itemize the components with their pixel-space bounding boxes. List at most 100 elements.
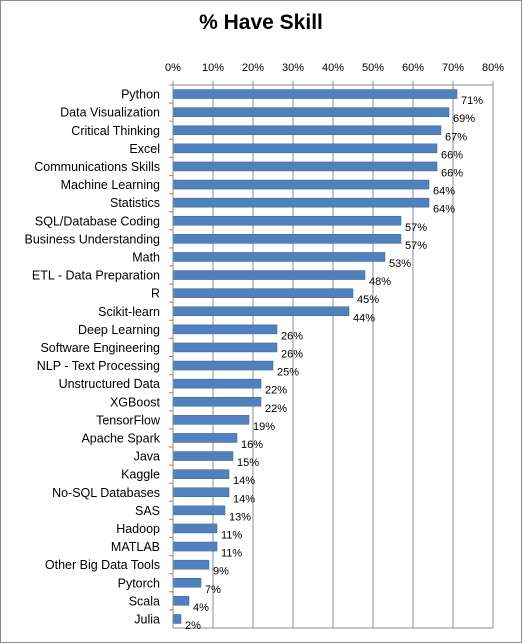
data-label: 26% bbox=[281, 330, 303, 342]
bar bbox=[172, 143, 438, 154]
data-label: 9% bbox=[213, 566, 229, 578]
bar bbox=[172, 288, 354, 298]
category-label: SQL/Database Coding bbox=[35, 214, 160, 228]
category-label: Kaggle bbox=[121, 468, 160, 482]
data-label: 19% bbox=[253, 421, 275, 433]
chart-title: % Have Skill bbox=[199, 11, 323, 34]
data-label: 57% bbox=[405, 222, 427, 234]
bar bbox=[172, 396, 262, 407]
bar bbox=[172, 487, 230, 498]
data-label: 14% bbox=[233, 475, 255, 487]
bar bbox=[172, 234, 402, 244]
category-label: Scikit-learn bbox=[98, 305, 160, 319]
category-label: TensorFlow bbox=[96, 413, 161, 427]
category-label: Software Engineering bbox=[40, 341, 160, 355]
data-label: 25% bbox=[277, 367, 299, 379]
bar bbox=[172, 523, 218, 534]
category-label: Communications Skills bbox=[34, 160, 160, 174]
bar bbox=[172, 270, 366, 280]
bar bbox=[172, 107, 450, 117]
bar bbox=[172, 596, 190, 606]
data-label: 44% bbox=[353, 312, 375, 324]
category-label: Other Big Data Tools bbox=[45, 558, 160, 572]
category-label: Business Understanding bbox=[25, 232, 161, 246]
x-tick-label: 60% bbox=[402, 62, 424, 74]
data-label: 11% bbox=[221, 529, 242, 541]
data-label: 11% bbox=[221, 548, 242, 560]
bar bbox=[172, 197, 430, 208]
category-label: MATLAB bbox=[111, 540, 160, 554]
bar bbox=[172, 378, 262, 389]
data-label: 7% bbox=[205, 584, 221, 596]
bar bbox=[172, 89, 458, 99]
bar bbox=[172, 252, 386, 262]
x-tick-label: 80% bbox=[482, 62, 504, 74]
data-label: 45% bbox=[357, 294, 379, 306]
category-label: Java bbox=[134, 450, 160, 464]
x-tick-label: 50% bbox=[362, 62, 384, 74]
category-label: Pytorch bbox=[118, 576, 160, 590]
category-label: Unstructured Data bbox=[59, 377, 160, 391]
bar bbox=[172, 559, 210, 570]
category-label: Apache Spark bbox=[81, 431, 160, 445]
bar bbox=[172, 451, 234, 461]
category-label: Statistics bbox=[110, 196, 160, 210]
x-tick-label: 0% bbox=[165, 62, 181, 74]
category-label: Machine Learning bbox=[61, 178, 160, 192]
category-label: R bbox=[151, 287, 160, 301]
bar bbox=[172, 306, 350, 317]
x-tick-label: 40% bbox=[322, 62, 344, 74]
data-label: 2% bbox=[185, 620, 201, 632]
bar bbox=[172, 215, 402, 226]
category-label: Scala bbox=[129, 594, 160, 608]
bar bbox=[172, 342, 278, 353]
data-label: 4% bbox=[193, 602, 209, 614]
bar bbox=[172, 614, 182, 624]
data-label: 57% bbox=[405, 240, 427, 252]
x-tick-label: 70% bbox=[442, 62, 464, 74]
category-label: No-SQL Databases bbox=[52, 486, 160, 500]
data-label: 13% bbox=[229, 511, 251, 523]
bar bbox=[172, 360, 274, 371]
data-label: 64% bbox=[433, 186, 455, 198]
category-label: Python bbox=[121, 88, 160, 102]
bar bbox=[172, 469, 230, 479]
bar bbox=[172, 125, 442, 136]
data-label: 14% bbox=[233, 493, 255, 505]
category-label: XGBoost bbox=[110, 395, 161, 409]
x-tick-label: 20% bbox=[242, 62, 264, 74]
x-tick-label: 10% bbox=[202, 62, 224, 74]
bar bbox=[172, 179, 430, 190]
category-label: Excel bbox=[129, 142, 160, 156]
bar bbox=[172, 577, 202, 588]
bar bbox=[172, 324, 278, 335]
data-label: 53% bbox=[389, 258, 411, 270]
category-label: Data Visualization bbox=[60, 106, 160, 120]
bar bbox=[172, 541, 218, 552]
x-tick-label: 30% bbox=[282, 62, 304, 74]
category-label: SAS bbox=[135, 504, 160, 518]
data-label: 22% bbox=[265, 385, 287, 397]
category-label: ETL - Data Preparation bbox=[32, 269, 160, 283]
data-label: 67% bbox=[445, 131, 467, 143]
data-label: 69% bbox=[453, 113, 475, 125]
category-label: Critical Thinking bbox=[71, 124, 160, 138]
data-label: 22% bbox=[265, 403, 287, 415]
category-label: Hadoop bbox=[116, 522, 160, 536]
data-label: 71% bbox=[461, 95, 483, 107]
bar bbox=[172, 161, 438, 172]
data-label: 26% bbox=[281, 348, 303, 360]
bar bbox=[172, 433, 238, 443]
data-label: 16% bbox=[241, 439, 263, 451]
data-label: 64% bbox=[433, 204, 455, 216]
bar bbox=[172, 505, 226, 516]
category-label: Math bbox=[132, 250, 160, 264]
data-label: 48% bbox=[369, 276, 391, 288]
category-label: Deep Learning bbox=[78, 323, 160, 337]
category-label: NLP - Text Processing bbox=[37, 359, 160, 373]
data-label: 66% bbox=[441, 167, 463, 179]
category-label: Julia bbox=[134, 612, 160, 626]
data-label: 66% bbox=[441, 149, 463, 161]
